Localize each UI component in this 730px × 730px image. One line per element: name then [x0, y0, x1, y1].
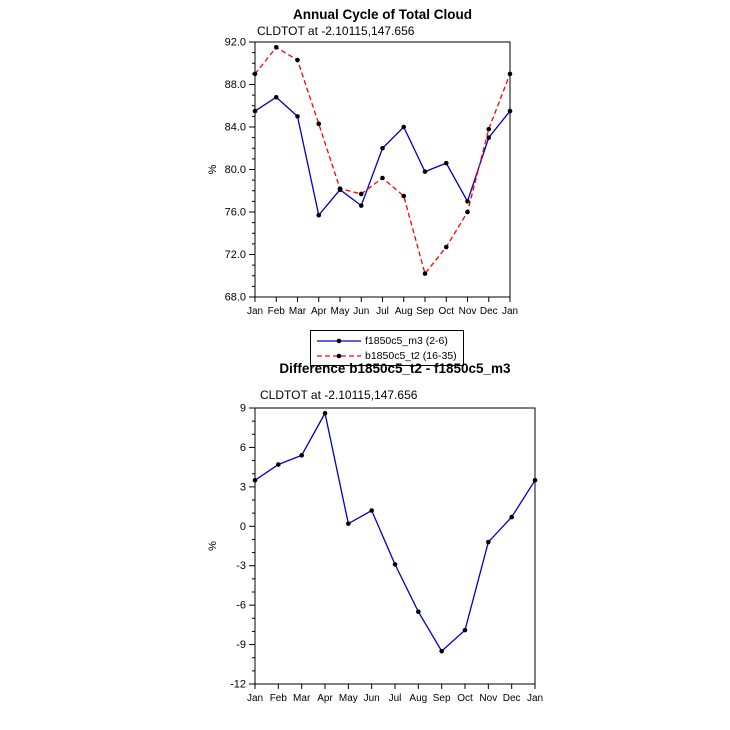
svg-text:Feb: Feb — [270, 693, 288, 704]
svg-text:Jun: Jun — [364, 693, 380, 704]
svg-text:Jun: Jun — [353, 306, 369, 317]
svg-text:Sep: Sep — [416, 306, 434, 317]
svg-text:Apr: Apr — [317, 693, 333, 704]
svg-text:Nov: Nov — [459, 306, 477, 317]
svg-text:%: % — [207, 541, 219, 551]
svg-text:Jan: Jan — [247, 693, 263, 704]
svg-text:3: 3 — [240, 481, 246, 493]
svg-text:Dec: Dec — [480, 306, 498, 317]
svg-text:Jan: Jan — [247, 306, 263, 317]
svg-text:Nov: Nov — [479, 693, 497, 704]
svg-text:Oct: Oct — [438, 306, 454, 317]
svg-text:Mar: Mar — [293, 693, 311, 704]
svg-text:May: May — [339, 693, 358, 704]
svg-text:92.0: 92.0 — [225, 37, 246, 49]
difference-line-chart: -12 -9 -6 -3 0 3 6 9 Jan Feb Mar Apr May Jun Jul Aug Sep… — [207, 403, 543, 705]
svg-text:Oct: Oct — [457, 693, 473, 704]
svg-text:84.0: 84.0 — [225, 122, 246, 134]
svg-text:Jan: Jan — [502, 306, 518, 317]
svg-text:88.0: 88.0 — [225, 79, 246, 91]
legend-label: f1850c5_m3 (2-6) — [365, 334, 448, 347]
annual-cycle-line-chart: 68.0 72.0 76.0 80.0 84.0 88.0 92.0 Jan Feb Mar Apr… — [207, 37, 518, 318]
svg-text:Feb: Feb — [268, 306, 286, 317]
top-chart-subtitle: CLDTOT at -2.10115,147.656 — [257, 24, 415, 38]
legend-item: f1850c5_m3 (2-6) — [315, 333, 457, 348]
svg-text:Apr: Apr — [311, 306, 327, 317]
svg-text:Dec: Dec — [503, 693, 521, 704]
svg-text:68.0: 68.0 — [225, 292, 246, 304]
svg-text:Sep: Sep — [433, 693, 451, 704]
legend: f1850c5_m3 (2-6) b1850c5_t2 (16-35) — [310, 330, 464, 366]
svg-text:May: May — [331, 306, 350, 317]
svg-text:Mar: Mar — [289, 306, 307, 317]
svg-text:Jul: Jul — [376, 306, 389, 317]
svg-text:-9: -9 — [236, 639, 246, 651]
legend-item: b1850c5_t2 (16-35) — [315, 348, 457, 363]
svg-text:-6: -6 — [236, 600, 246, 612]
svg-text:6: 6 — [240, 442, 246, 454]
bottom-chart-subtitle: CLDTOT at -2.10115,147.656 — [260, 388, 418, 402]
top-chart-title: Annual Cycle of Total Cloud — [292, 7, 472, 22]
svg-text:-3: -3 — [236, 560, 246, 572]
svg-text:76.0: 76.0 — [225, 207, 246, 219]
svg-text:72.0: 72.0 — [225, 249, 246, 261]
svg-text:Jul: Jul — [389, 693, 402, 704]
legend-line-sample-blue — [317, 338, 361, 343]
svg-text:0: 0 — [240, 521, 246, 533]
svg-text:Aug: Aug — [409, 693, 427, 704]
svg-text:80.0: 80.0 — [225, 164, 246, 176]
bottom-chart-title: Difference b1850c5_t2 - f1850c5_m3 — [279, 361, 511, 376]
svg-text:-12: -12 — [230, 679, 246, 691]
svg-text:9: 9 — [240, 403, 246, 415]
svg-text:Jan: Jan — [527, 693, 543, 704]
svg-text:Aug: Aug — [395, 306, 413, 317]
legend-label: b1850c5_t2 (16-35) — [365, 349, 457, 362]
svg-text:%: % — [207, 164, 219, 174]
legend-line-sample-red — [317, 353, 361, 358]
